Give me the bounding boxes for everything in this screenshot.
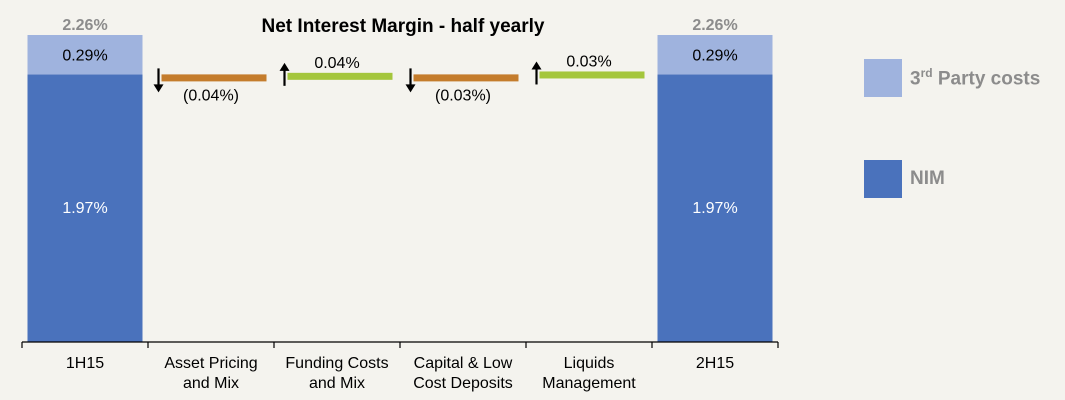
category-label-1-line-1: Asset Pricing — [164, 355, 257, 372]
nim-bar-1H15 — [27, 74, 143, 343]
category-label-1-line-2: and Mix — [183, 375, 239, 392]
total-value-label-2H15: 2.26% — [692, 17, 737, 34]
nim-bar-2H15 — [657, 74, 773, 343]
third-party-value-label-2H15: 0.29% — [692, 48, 737, 65]
category-label-0-line-1: 1H15 — [66, 355, 104, 372]
category-label-3-line-2: Cost Deposits — [413, 375, 513, 392]
change-value-label-3: (0.03%) — [435, 87, 491, 104]
total-value-label-1H15: 2.26% — [62, 17, 107, 34]
legend-swatch-third-party — [864, 59, 902, 97]
category-label-2-line-1: Funding Costs — [285, 355, 388, 372]
chart-title: Net Interest Margin - half yearly — [262, 16, 545, 37]
change-bar-4 — [539, 71, 645, 79]
change-value-label-4: 0.03% — [566, 53, 611, 70]
change-bar-2 — [287, 72, 393, 80]
change-value-label-1: (0.04%) — [183, 87, 239, 104]
nim-value-label-2H15: 1.97% — [692, 200, 737, 217]
category-label-4-line-1: Liquids — [564, 355, 615, 372]
category-label-4-line-2: Management — [542, 375, 636, 392]
down-arrow-icon-1 — [153, 84, 164, 93]
third-party-value-label-1H15: 0.29% — [62, 48, 107, 65]
up-arrow-icon-2 — [279, 62, 290, 71]
third-party-bar-2H15 — [657, 35, 773, 75]
legend-label-nim: NIM — [910, 168, 945, 189]
up-arrow-icon-4 — [531, 61, 542, 70]
legend-item-nim: NIM — [864, 160, 945, 198]
legend-label-third-party: 3rd Party costs — [910, 65, 1041, 90]
category-label-5-line-1: 2H15 — [696, 355, 734, 372]
legend-swatch-nim — [864, 160, 902, 198]
legend-item-third-party: 3rd Party costs — [864, 59, 1040, 97]
down-arrow-icon-3 — [405, 84, 416, 93]
change-bar-1 — [161, 74, 267, 82]
third-party-bar-1H15 — [27, 35, 143, 75]
change-bar-3 — [413, 74, 519, 82]
category-label-2-line-2: and Mix — [309, 375, 365, 392]
category-label-3-line-1: Capital & Low — [414, 355, 513, 372]
change-value-label-2: 0.04% — [314, 55, 359, 72]
nim-value-label-1H15: 1.97% — [62, 200, 107, 217]
